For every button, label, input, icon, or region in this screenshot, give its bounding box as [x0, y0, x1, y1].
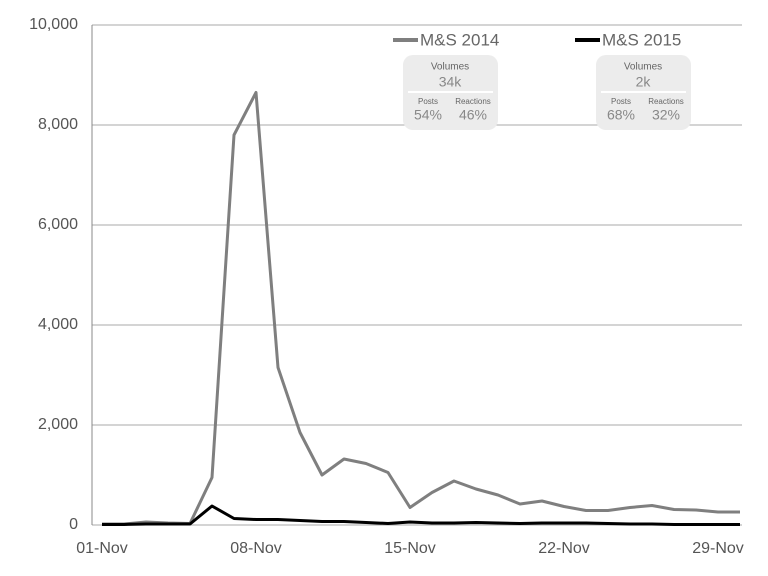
- legend-label: M&S 2015: [602, 30, 681, 49]
- summary-volume: 34k: [439, 74, 463, 90]
- x-tick-label: 22-Nov: [538, 540, 590, 557]
- y-tick-label: 4,000: [38, 316, 78, 333]
- x-tick-label: 01-Nov: [76, 540, 128, 557]
- y-tick-label: 2,000: [38, 416, 78, 433]
- reactions-label: Reactions: [648, 97, 684, 106]
- reactions-value: 46%: [459, 107, 487, 123]
- y-tick-label: 0: [69, 516, 78, 533]
- summary-title: Volumes: [624, 62, 662, 73]
- posts-value: 68%: [607, 107, 635, 123]
- posts-label: Posts: [418, 97, 438, 106]
- legend-label: M&S 2014: [420, 30, 499, 49]
- x-tick-label: 29-Nov: [692, 540, 744, 557]
- posts-value: 54%: [414, 107, 442, 123]
- summary-volume: 2k: [636, 74, 652, 90]
- series-line: [102, 91, 740, 526]
- series-line: [102, 504, 740, 526]
- posts-label: Posts: [611, 97, 631, 106]
- summary-title: Volumes: [431, 62, 469, 73]
- y-tick-label: 6,000: [38, 216, 78, 233]
- reactions-value: 32%: [652, 107, 680, 123]
- x-tick-label: 08-Nov: [230, 540, 282, 557]
- y-tick-label: 8,000: [38, 116, 78, 133]
- reactions-label: Reactions: [455, 97, 491, 106]
- x-tick-label: 15-Nov: [384, 540, 436, 557]
- y-tick-label: 10,000: [29, 16, 78, 33]
